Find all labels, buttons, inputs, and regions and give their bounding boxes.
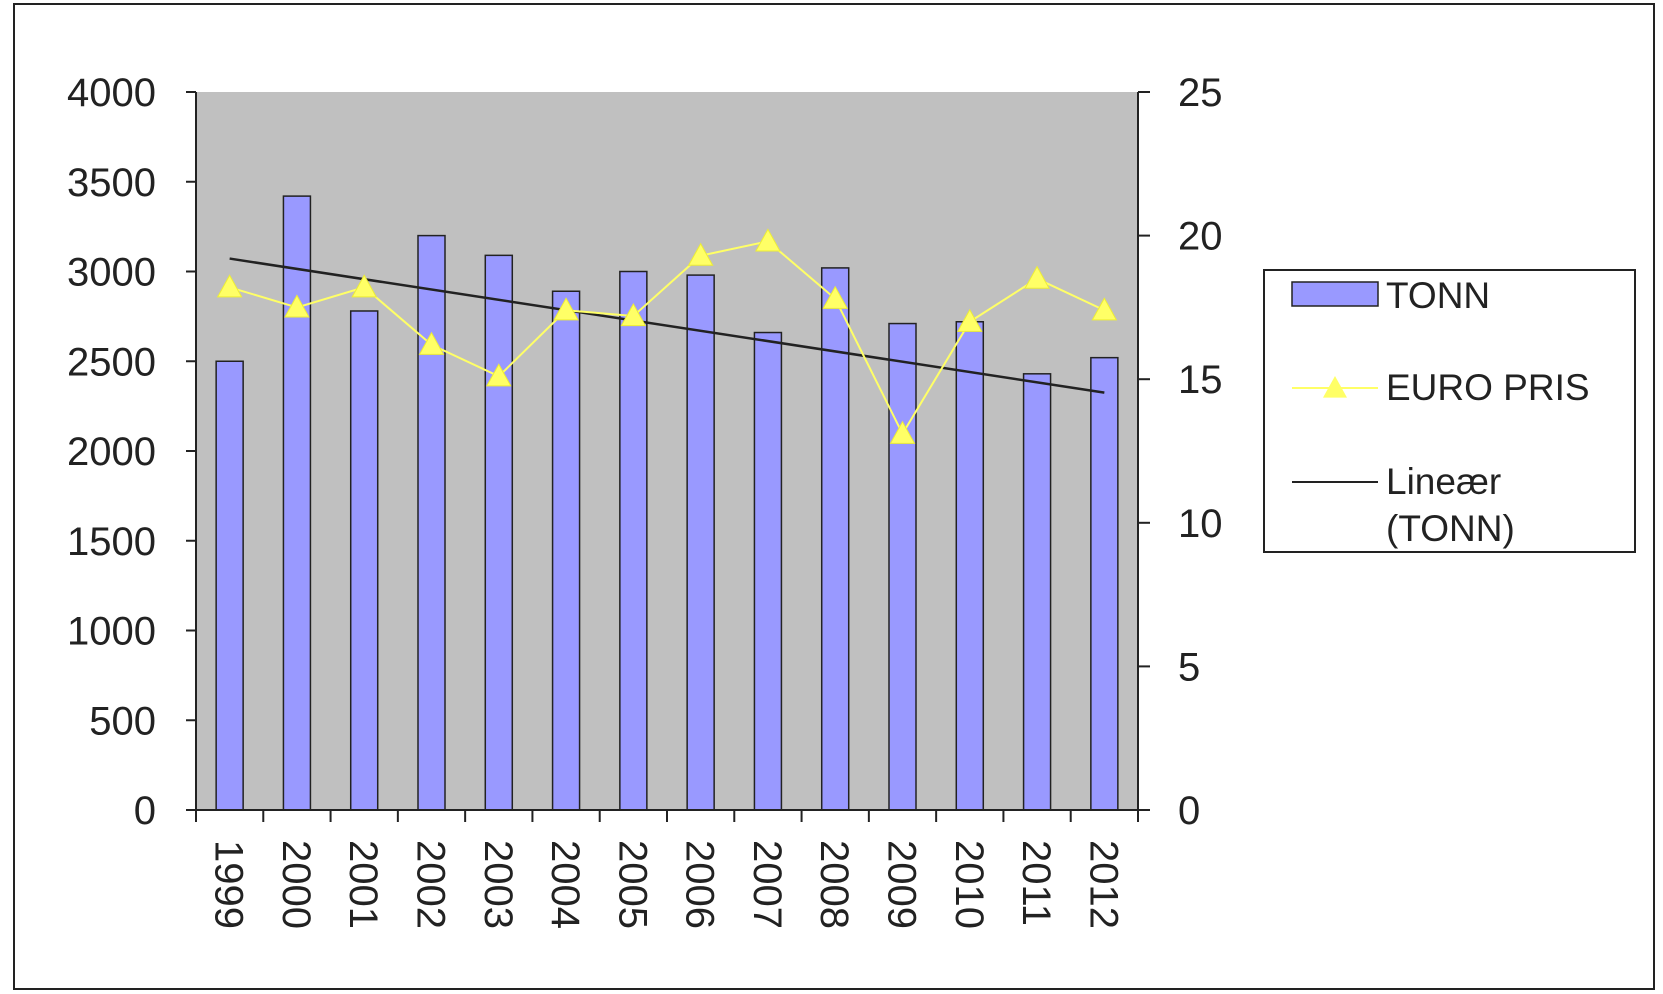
- y-right-tick-label: 0: [1178, 789, 1200, 833]
- bar-tonn-2011: [1022, 373, 1052, 811]
- legend-label-tonn: TONN: [1386, 275, 1490, 316]
- y-left-tick-label: 0: [134, 789, 156, 833]
- y-left-tick-label: 1500: [67, 520, 156, 564]
- axes: [186, 91, 1150, 822]
- marker-euro-pris-2012: [1091, 297, 1118, 321]
- y-right-tick-label: 15: [1178, 358, 1223, 402]
- x-tick-label-2002: 2002: [409, 840, 453, 929]
- x-tick-label-2006: 2006: [678, 840, 722, 929]
- bar-tonn-1999: [215, 360, 244, 811]
- plot-area: [196, 92, 1138, 810]
- marker-euro-pris-2011: [1024, 265, 1050, 289]
- marker-euro-pris-2010: [956, 308, 983, 332]
- x-tick-label-2001: 2001: [341, 840, 385, 929]
- y-left-tick-label: 2000: [67, 430, 156, 474]
- legend-label-trendline-line1: Lineær: [1386, 461, 1501, 502]
- trendline-tonn: [229, 257, 1105, 394]
- bar-tonn-2003: [484, 254, 514, 811]
- bar-tonn-2012: [1090, 356, 1119, 811]
- trendline-series: [229, 257, 1105, 394]
- y-left-tick-label: 1000: [67, 610, 156, 654]
- marker-euro-pris-1999: [216, 274, 243, 298]
- marker-euro-pris-2009: [889, 420, 916, 444]
- bar-tonn-2009: [888, 322, 917, 811]
- y-left-tick-label: 2500: [67, 340, 156, 384]
- marker-euro-pris-2000: [284, 294, 310, 318]
- legend-label-euro-pris: EURO PRIS: [1386, 367, 1590, 408]
- bar-tonn-2006: [686, 274, 715, 811]
- marker-euro-pris-2003: [485, 363, 512, 387]
- marker-euro-pris-2008: [822, 285, 849, 309]
- x-tick-label-2004: 2004: [543, 840, 587, 929]
- bar-tonn-2007: [753, 331, 783, 811]
- bar-tonn-2002: [417, 234, 446, 811]
- y-left-tick-label: 3000: [67, 251, 156, 295]
- x-tick-label-2000: 2000: [274, 840, 318, 929]
- y-left-tick-label: 500: [89, 699, 156, 743]
- bar-tonn-2008: [820, 267, 850, 811]
- bar-tonn-2005: [619, 270, 648, 811]
- x-tick-label-2008: 2008: [812, 840, 856, 929]
- legend-marker-euro-pris: [1323, 376, 1347, 398]
- bar-series-tonn: [215, 195, 1119, 811]
- marker-euro-pris-2001: [351, 274, 378, 298]
- bar-tonn-2001: [349, 310, 379, 811]
- x-tick-label-2007: 2007: [745, 840, 789, 929]
- legend-swatch-tonn: [1291, 281, 1379, 307]
- marker-euro-pris-2002: [418, 331, 445, 355]
- x-tick-label-2009: 2009: [880, 840, 924, 929]
- legend: TONN EURO PRIS Lineær (TONN): [1263, 269, 1636, 553]
- y-left-tick-label: 4000: [67, 71, 156, 115]
- line-series-euro-pris: [216, 228, 1118, 444]
- marker-euro-pris-2007: [755, 228, 781, 252]
- y-right-tick-label: 10: [1178, 502, 1223, 546]
- marker-euro-pris-2004: [553, 297, 579, 321]
- y-right-tick-label: 20: [1178, 215, 1223, 259]
- bar-tonn-2000: [282, 195, 312, 811]
- x-tick-label-2012: 2012: [1081, 840, 1125, 929]
- y-left-tick-label: 3500: [67, 161, 156, 205]
- tick-labels: 0 500 1000 1500 2000 2500 3000 3500 4000 0 5 10 15 20…: [67, 71, 1222, 929]
- bar-tonn-2010: [955, 321, 985, 811]
- x-tick-label-1999: 1999: [207, 840, 251, 929]
- marker-euro-pris-2006: [687, 242, 714, 266]
- x-tick-label-2011: 2011: [1014, 840, 1058, 926]
- y-right-tick-label: 5: [1178, 645, 1200, 689]
- legend-label-trendline-line2: (TONN): [1386, 508, 1515, 549]
- y-right-tick-label: 25: [1178, 71, 1223, 115]
- legend-box: [1263, 269, 1636, 553]
- x-tick-label-2005: 2005: [610, 840, 654, 929]
- marker-euro-pris-2005: [620, 302, 647, 327]
- bar-tonn-2004: [551, 290, 581, 811]
- x-tick-label-2003: 2003: [476, 840, 520, 929]
- x-tick-label-2010: 2010: [947, 840, 991, 929]
